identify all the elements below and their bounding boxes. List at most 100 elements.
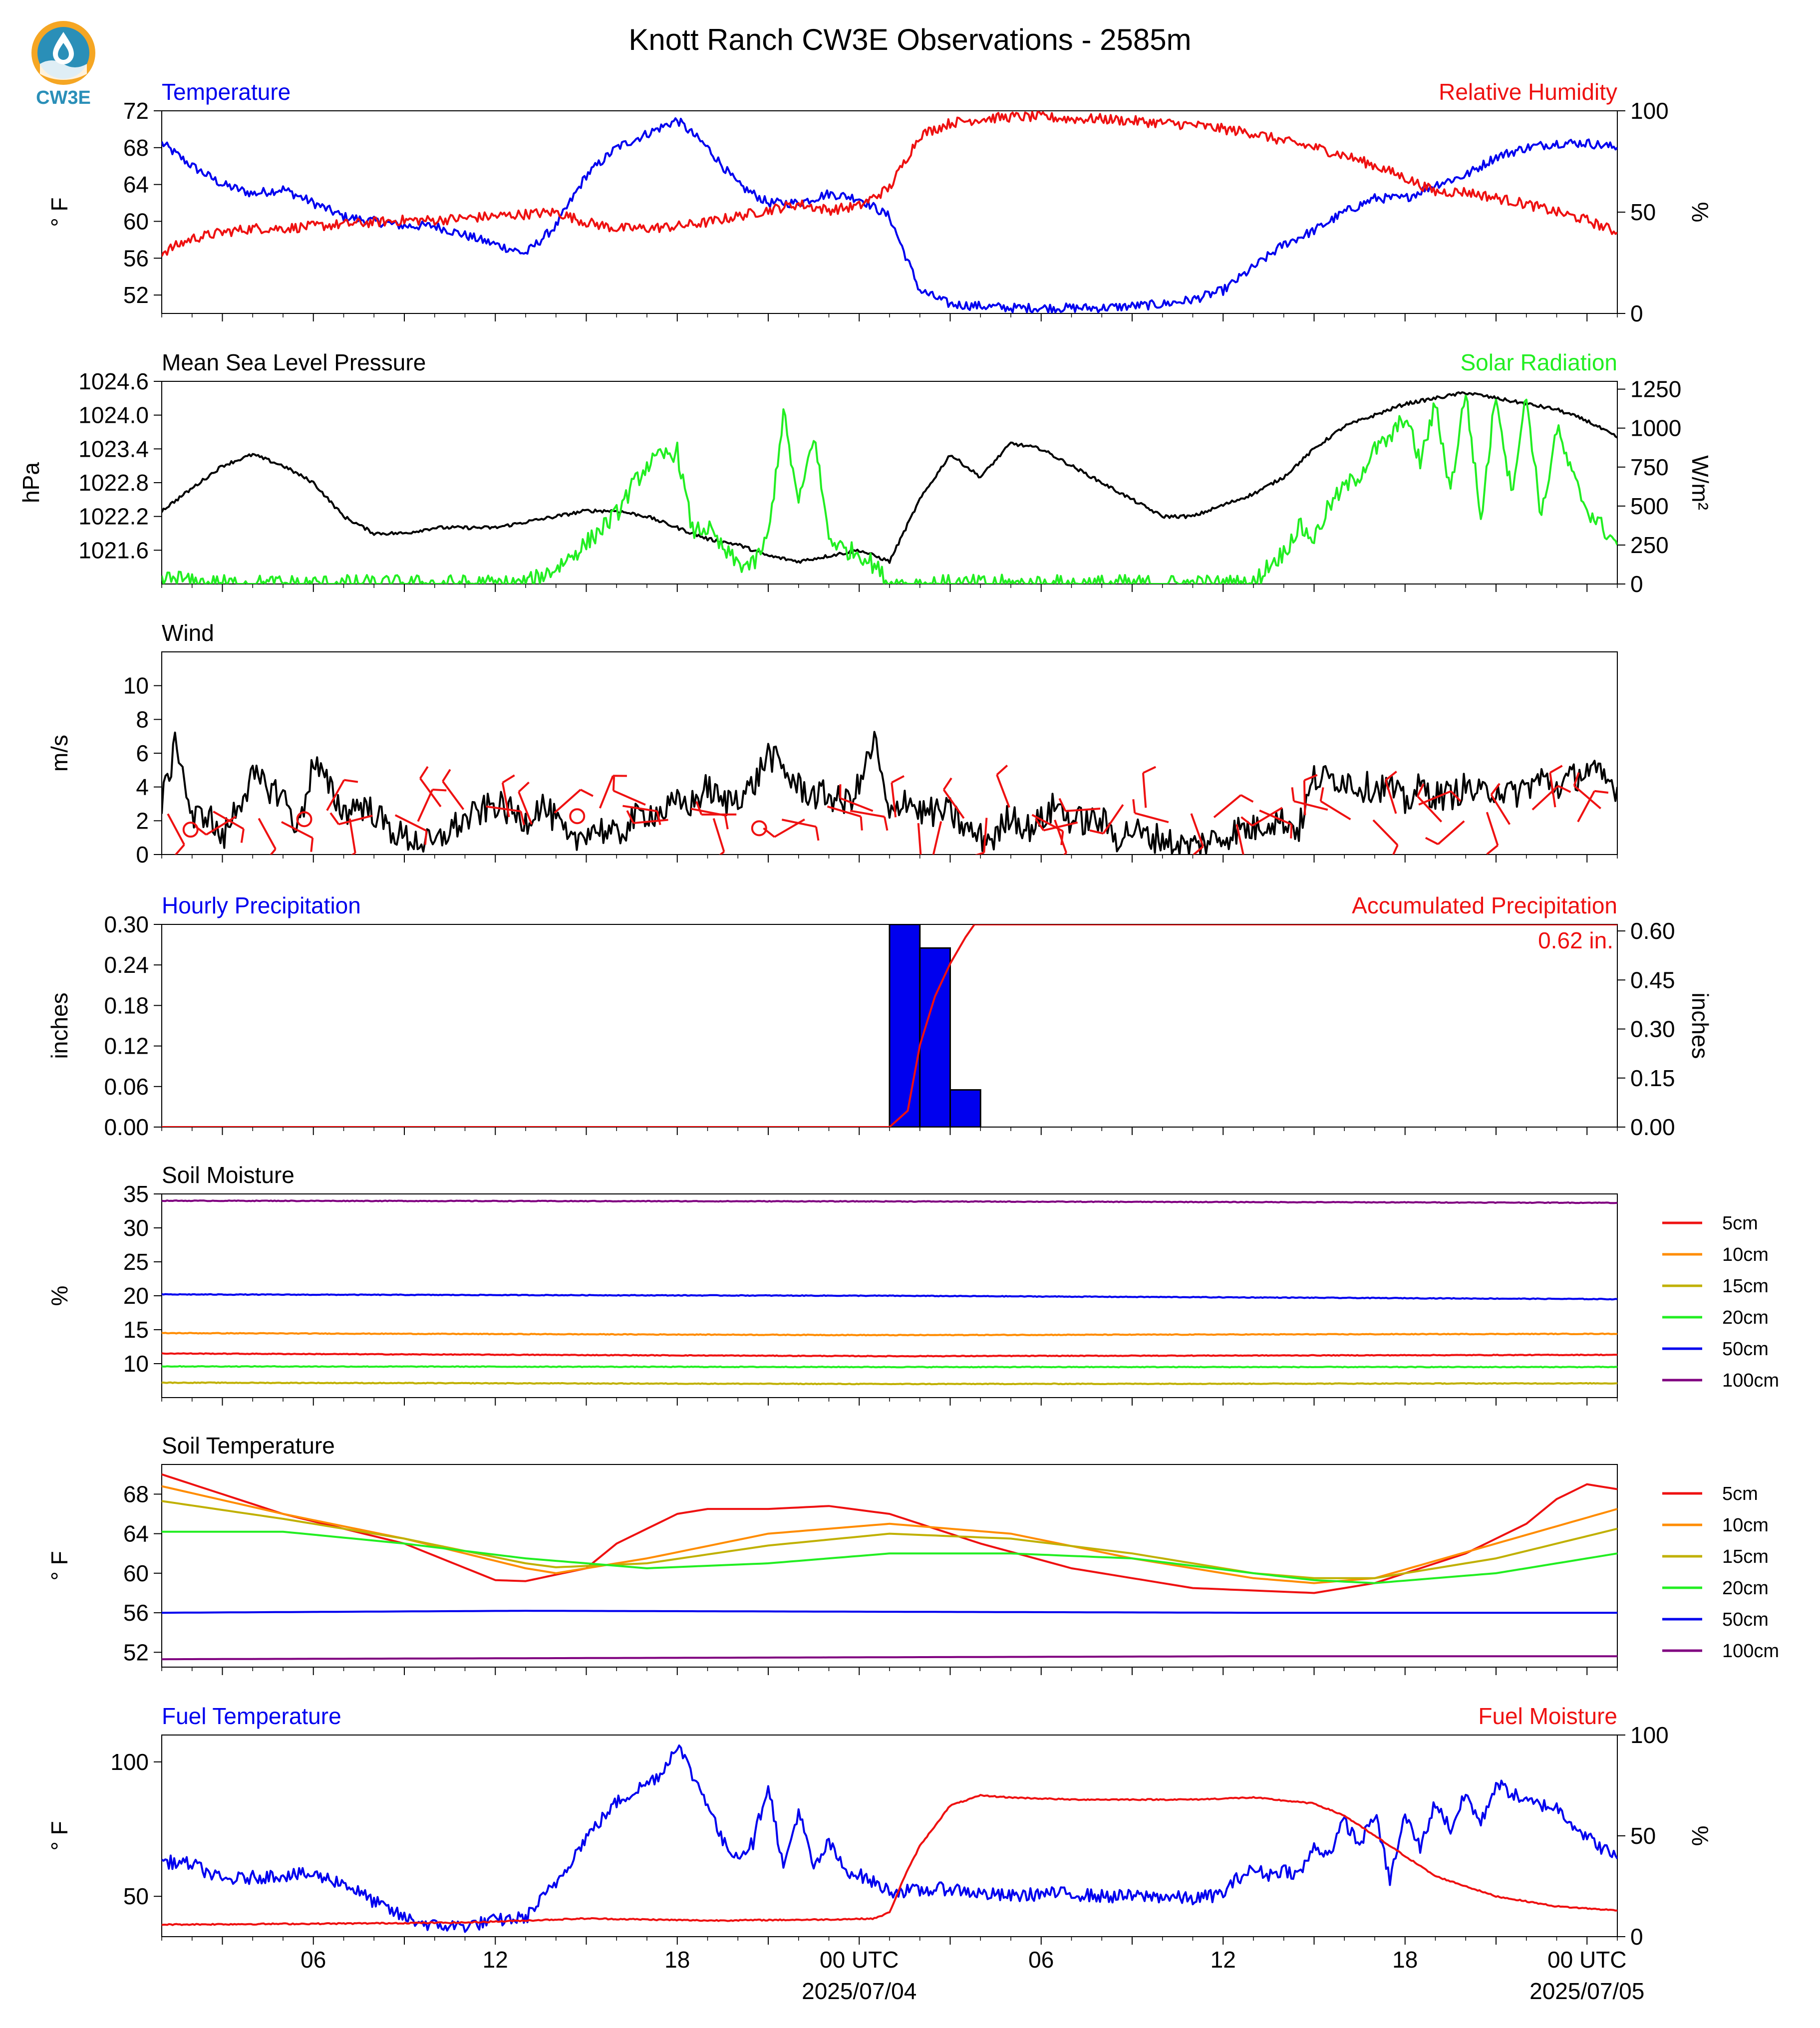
wind-barb-flag — [909, 858, 921, 864]
panel-soil-temp: Soil Temperature 68 64 60 56 52 ° F 5cm 10cm 15cm… — [46, 1433, 1779, 1675]
wind-barb-flag — [343, 779, 358, 783]
panel-frame — [161, 1735, 1618, 1937]
panel-left-title: Soil Moisture — [162, 1162, 295, 1188]
wind-barb-shaft — [942, 789, 965, 819]
wind-barb-flag — [884, 816, 889, 831]
y-tick-label: 0.00 — [104, 1114, 149, 1140]
series-line-20cm — [162, 1530, 1617, 1584]
wind-barb-shaft — [599, 775, 614, 809]
wind-barb-flag — [932, 854, 933, 855]
legend-label: 20cm — [1722, 1578, 1769, 1599]
wind-barb-shaft — [1259, 809, 1292, 826]
wind-barb-shaft — [1577, 790, 1595, 823]
wind-barb-flag — [1392, 845, 1399, 855]
wind-barb-flag — [612, 777, 615, 791]
x-tick-label: 06 — [301, 1947, 326, 1973]
x-tick-label: 12 — [483, 1947, 508, 1973]
calm-wind-circle — [751, 820, 767, 837]
y2-axis-unit: % — [1687, 1826, 1713, 1846]
wind-barb-shaft — [518, 791, 533, 825]
wind-barb-shaft — [1102, 804, 1124, 835]
wind-barb-shaft — [338, 815, 373, 826]
wind-barb-flag — [329, 812, 340, 825]
y-tick-label: 1024.6 — [78, 368, 149, 394]
wind-barb-shaft — [501, 782, 510, 818]
wind-barb-flag — [270, 848, 277, 855]
legend-label: 10cm — [1722, 1244, 1769, 1265]
wind-barb-flag — [1557, 785, 1571, 793]
wind-barb-flag — [656, 811, 661, 826]
y2-tick-label: 100 — [1630, 1722, 1669, 1748]
wind-barb-shaft — [281, 821, 313, 839]
panel-left-title: Wind — [162, 620, 214, 646]
wind-barb-shaft — [348, 818, 356, 854]
wind-barb-shaft — [258, 818, 277, 850]
y-tick-label: 0.30 — [104, 911, 149, 937]
x-tick-label: 00 UTC — [1547, 1947, 1626, 1973]
precip-bar — [919, 947, 951, 1127]
wind-barb-shaft — [1043, 821, 1078, 832]
y-axis-unit: % — [46, 1286, 72, 1306]
y2-tick-label: 500 — [1630, 493, 1669, 519]
calm-wind-circle — [296, 811, 312, 828]
y2-tick-label: 50 — [1630, 1823, 1656, 1849]
series-line-15cm — [162, 1500, 1617, 1579]
y-tick-label: 15 — [123, 1317, 149, 1343]
wind-barb-shaft — [554, 789, 582, 814]
panel-wind: Wind 10 8 6 4 2 0 m/s — [46, 620, 1618, 868]
x-date-label: 2025/07/05 — [1529, 1978, 1644, 2004]
wind-barb-flag — [310, 838, 314, 852]
y2-tick-label: 1000 — [1630, 415, 1681, 441]
y-tick-label: 6 — [136, 740, 149, 766]
wind-barb-flag — [860, 816, 863, 831]
y2-tick-label: 100 — [1630, 98, 1669, 124]
wind-barb-flag — [1058, 798, 1067, 812]
y-tick-label: 10 — [123, 1351, 149, 1377]
series-line-wind — [162, 731, 1617, 855]
wind-barb-shaft — [1251, 807, 1283, 827]
series-line-solar-radiation — [162, 394, 1617, 584]
series-group-wind — [162, 731, 1617, 864]
series-line-10cm — [162, 1332, 1617, 1337]
time-axis: 06 12 18 00 UTC 06 12 18 00 UTC 2025/07/04 2025/0… — [301, 1947, 1644, 2004]
wind-barb-shaft — [326, 779, 345, 811]
y-tick-label: 1022.2 — [78, 504, 149, 530]
series-group-pres-solar — [162, 391, 1617, 584]
y-tick-label: 4 — [136, 774, 149, 800]
wind-barb-flag — [518, 781, 530, 793]
y2-tick-label: 0.00 — [1630, 1114, 1675, 1140]
series-line-20cm — [162, 1365, 1617, 1369]
series-line-temperature — [162, 117, 1617, 313]
y-axis-unit: ° F — [46, 1551, 72, 1580]
legend-label: 100cm — [1722, 1641, 1779, 1662]
x-date-label: 2025/07/04 — [802, 1978, 916, 2004]
wind-barb-shaft — [1384, 780, 1397, 814]
series-line-mean-sea-level-pressure — [162, 391, 1617, 564]
y-tick-label: 64 — [123, 1521, 149, 1547]
legend-label: 50cm — [1722, 1339, 1769, 1360]
y-tick-label: 0.18 — [104, 992, 149, 1018]
wind-barb-shaft — [1190, 813, 1205, 847]
wind-barb-shaft — [1065, 808, 1101, 812]
wind-barb-flag — [419, 766, 429, 779]
precip-bar — [949, 1089, 981, 1127]
y-axis-unit: ° F — [46, 1821, 72, 1850]
panel-frame — [161, 110, 1618, 314]
wind-barb-flag — [1192, 846, 1204, 855]
wind-barb-flag — [1416, 783, 1425, 797]
wind-barb-flag — [1486, 845, 1499, 855]
y2-tick-label: 0.30 — [1630, 1016, 1675, 1042]
wind-barb-shaft — [827, 805, 862, 818]
y-tick-label: 0 — [136, 842, 149, 868]
y2-tick-label: 250 — [1630, 532, 1669, 558]
series-line-100cm — [162, 1199, 1617, 1204]
legend-label: 15cm — [1722, 1276, 1769, 1297]
wind-barb-flag — [194, 825, 207, 836]
y-tick-label: 25 — [123, 1249, 149, 1275]
wind-barb-shaft — [613, 790, 646, 806]
accum-precip-annotation: 0.62 in. — [1538, 927, 1613, 953]
y2-tick-label: 750 — [1630, 454, 1669, 480]
wind-barb-shaft — [1213, 794, 1242, 819]
y-tick-label: 1023.4 — [78, 436, 149, 462]
